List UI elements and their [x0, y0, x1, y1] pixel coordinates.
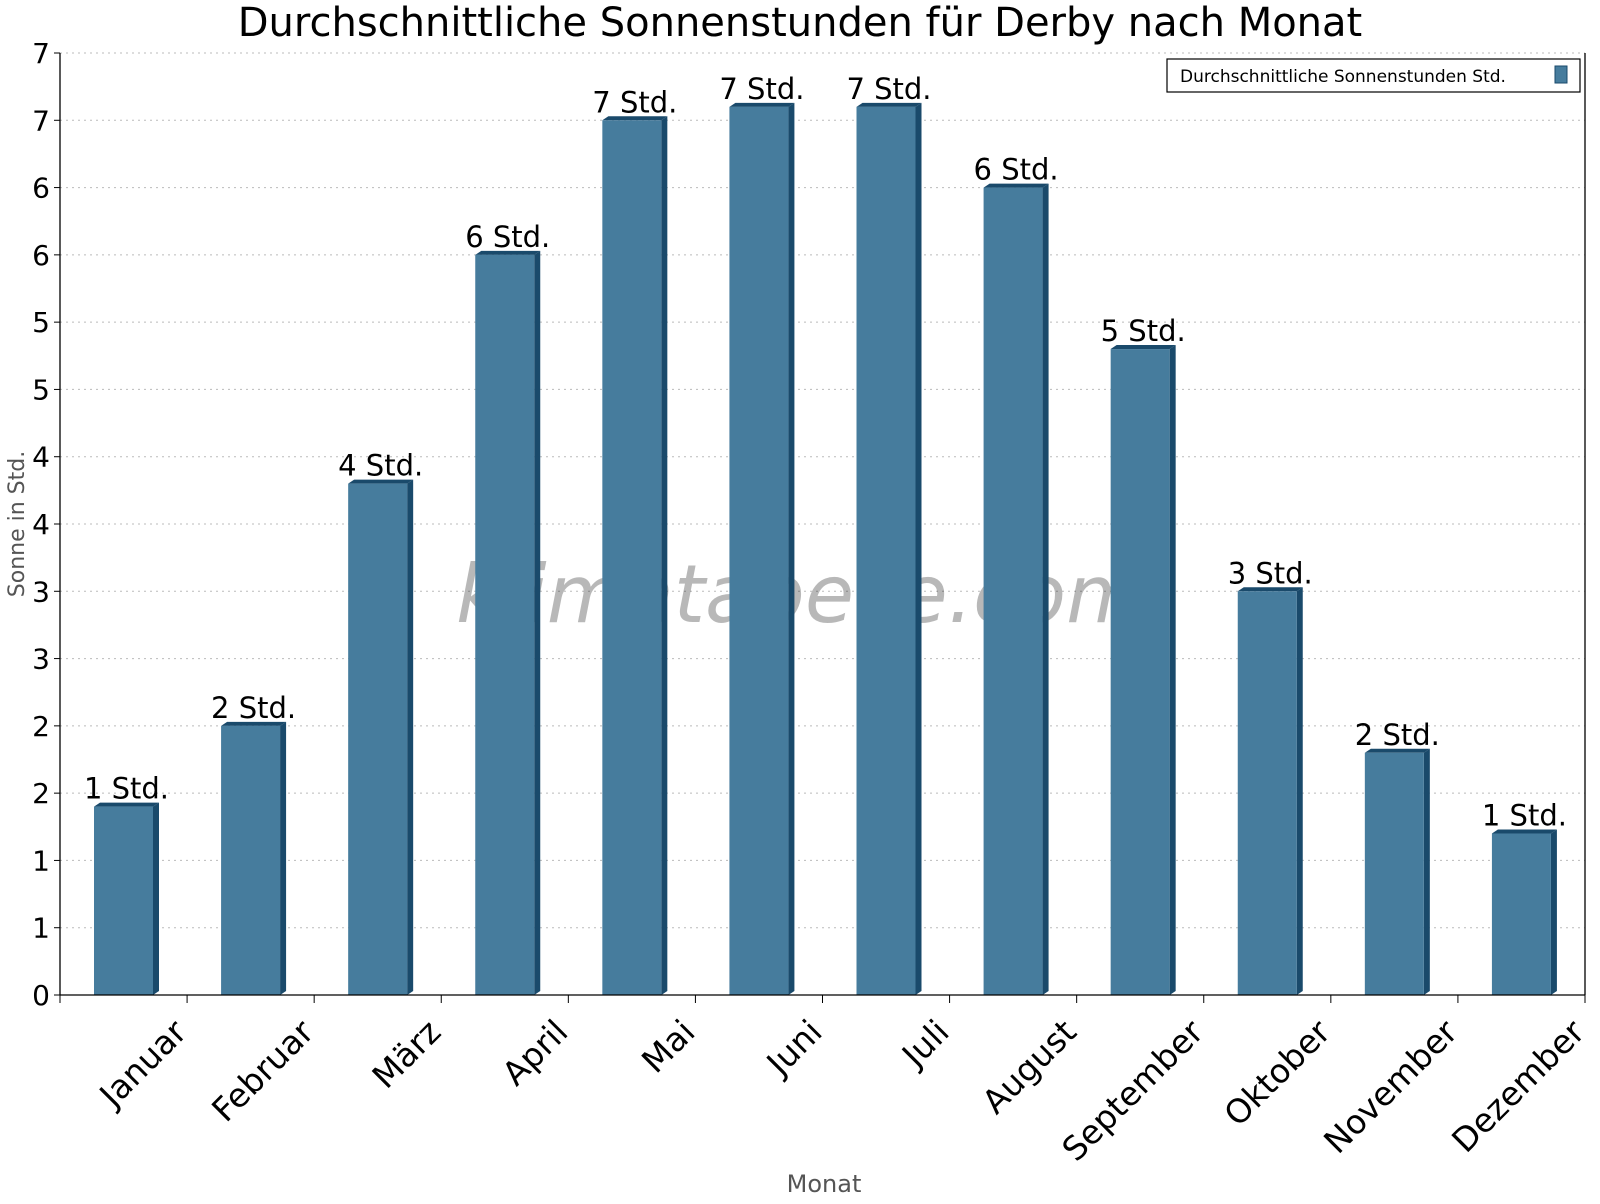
bar-top: [1237, 587, 1303, 592]
y-tick-label: 4: [32, 441, 50, 474]
bar-top: [94, 802, 159, 807]
bar-side: [280, 721, 287, 995]
bar: [348, 483, 408, 995]
bar-top: [856, 102, 922, 107]
bar-side: [534, 250, 541, 995]
y-tick-label: 5: [32, 373, 50, 406]
bar-top: [221, 721, 287, 726]
y-tick-label: 6: [32, 239, 50, 272]
data-label: 5 Std.: [1101, 314, 1186, 348]
bar-side: [1550, 829, 1557, 995]
y-tick-label: 7: [32, 104, 50, 137]
bar-side: [1423, 748, 1430, 995]
x-axis-label: Monat: [787, 1170, 862, 1198]
bar-side: [1042, 183, 1049, 996]
y-tick-label: 1: [32, 844, 50, 877]
bar: [983, 187, 1043, 996]
x-tick-label: Februar: [204, 1012, 321, 1129]
bar-top: [1364, 748, 1430, 753]
x-tick-label: Juli: [893, 1012, 957, 1076]
bar-side: [407, 479, 414, 996]
y-tick-label: 1: [32, 912, 50, 945]
bar: [1237, 591, 1297, 995]
y-tick-label: 3: [32, 575, 50, 608]
legend-label: Durchschnittliche Sonnenstunden Std.: [1180, 67, 1506, 87]
legend: Durchschnittliche Sonnenstunden Std.: [1166, 58, 1581, 93]
chart-title: Durchschnittliche Sonnenstunden für Derb…: [238, 0, 1362, 46]
data-label: 1 Std.: [84, 772, 169, 806]
bar-side: [153, 802, 159, 995]
data-label: 7 Std.: [846, 72, 931, 106]
data-label: 7 Std.: [592, 85, 677, 119]
x-tick-label: Juni: [758, 1012, 830, 1084]
x-tick-label: April: [494, 1012, 575, 1093]
bar: [1364, 752, 1424, 995]
x-tick-label: März: [364, 1012, 448, 1096]
y-tick-label: 5: [32, 306, 50, 339]
x-tick-label: August: [975, 1012, 1084, 1121]
bar: [475, 254, 535, 995]
bar-top: [1491, 829, 1557, 834]
bar-side: [915, 102, 922, 996]
bar-top: [475, 250, 541, 255]
y-tick-label: 2: [32, 710, 50, 743]
bar-top: [602, 116, 668, 121]
legend-swatch: [1554, 65, 1568, 84]
bar-top: [729, 102, 795, 107]
y-tick-label: 6: [32, 172, 50, 205]
bar-side: [1296, 587, 1303, 995]
bars: 1 Std. 2 Std. 4 Std. 6 Std. 7 Std. 7 Std. 7 St…: [84, 72, 1567, 996]
x-tick-label: Januar: [91, 1012, 195, 1116]
y-tick-label: 0: [32, 979, 50, 1012]
data-label: 2 Std.: [211, 691, 296, 725]
y-axis-label: Sonne in Std.: [5, 451, 30, 597]
bar: [856, 106, 916, 996]
bar: [729, 106, 789, 996]
bar: [602, 120, 662, 996]
y-tick-label: 4: [32, 508, 50, 541]
data-label: 3 Std.: [1228, 556, 1313, 590]
data-label: 4 Std.: [338, 449, 423, 483]
bar: [1491, 833, 1551, 995]
y-tick-label: 3: [32, 643, 50, 676]
data-label: 6 Std.: [465, 220, 550, 254]
bar: [221, 725, 281, 995]
bar-top: [983, 183, 1049, 188]
bar: [1110, 349, 1170, 995]
data-label: 7 Std.: [719, 72, 804, 106]
x-tick-label: November: [1316, 1012, 1465, 1161]
x-tick-label: Dezember: [1444, 1012, 1592, 1160]
x-tick-label: Oktober: [1216, 1012, 1338, 1134]
y-tick-label: 7: [32, 37, 50, 70]
x-tick-label: Mai: [634, 1012, 703, 1081]
data-label: 1 Std.: [1482, 799, 1567, 833]
bar-side: [1169, 345, 1176, 995]
bar-side: [661, 116, 668, 996]
data-label: 6 Std.: [974, 153, 1059, 187]
bar-top: [348, 479, 414, 484]
bar-side: [788, 102, 795, 996]
data-label: 2 Std.: [1355, 718, 1440, 752]
bar: [94, 806, 153, 995]
bar-top: [1110, 345, 1176, 350]
y-tick-label: 2: [32, 777, 50, 810]
grid-lines: [60, 52, 1585, 929]
